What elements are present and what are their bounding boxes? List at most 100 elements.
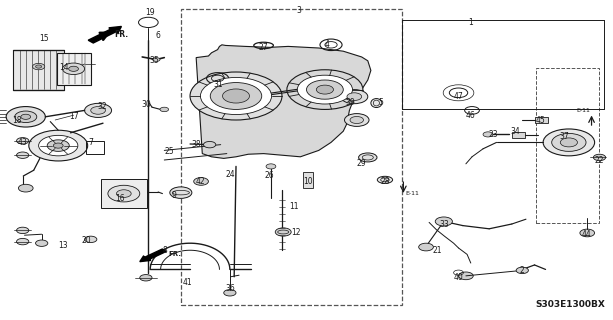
Circle shape — [36, 240, 48, 246]
Bar — [303, 172, 313, 188]
Circle shape — [108, 185, 140, 202]
Text: 31: 31 — [213, 80, 223, 89]
Text: 35: 35 — [150, 56, 159, 65]
Bar — [13, 50, 64, 90]
Text: 17: 17 — [69, 112, 78, 121]
Text: 26: 26 — [265, 171, 275, 180]
Text: 38: 38 — [191, 140, 201, 149]
Circle shape — [85, 236, 97, 243]
Circle shape — [39, 135, 78, 156]
Bar — [512, 132, 525, 138]
Circle shape — [29, 130, 88, 161]
Text: 9: 9 — [171, 191, 176, 200]
FancyArrow shape — [140, 249, 166, 262]
Text: 25: 25 — [164, 147, 174, 156]
Circle shape — [63, 63, 85, 75]
Circle shape — [194, 178, 208, 185]
Circle shape — [153, 58, 160, 61]
Text: FR.: FR. — [114, 30, 129, 39]
Text: 45: 45 — [536, 116, 546, 124]
Circle shape — [91, 107, 105, 114]
Text: 43: 43 — [18, 138, 28, 147]
Text: 29: 29 — [356, 159, 366, 168]
Text: 32: 32 — [97, 102, 107, 111]
Text: 14: 14 — [59, 63, 69, 72]
Circle shape — [47, 140, 69, 151]
Text: S303E1300BX: S303E1300BX — [536, 300, 606, 309]
Circle shape — [204, 141, 216, 148]
Circle shape — [593, 154, 606, 161]
Text: 18: 18 — [12, 116, 22, 124]
Circle shape — [21, 114, 31, 119]
Text: 41: 41 — [182, 278, 192, 287]
Bar — [535, 117, 548, 123]
Circle shape — [15, 111, 37, 123]
Text: 1: 1 — [468, 18, 473, 27]
Text: 13: 13 — [58, 241, 68, 250]
Circle shape — [18, 184, 33, 192]
FancyArrow shape — [88, 27, 121, 43]
Bar — [181, 9, 402, 305]
Circle shape — [17, 227, 29, 234]
Text: E-11: E-11 — [405, 191, 419, 196]
Text: 28: 28 — [381, 177, 390, 186]
Polygon shape — [196, 45, 371, 158]
Text: 4: 4 — [325, 40, 330, 49]
Bar — [57, 53, 91, 85]
Text: 24: 24 — [226, 170, 235, 179]
Circle shape — [543, 129, 595, 156]
Text: 39: 39 — [346, 98, 356, 107]
Circle shape — [341, 90, 368, 104]
Circle shape — [459, 272, 473, 280]
Circle shape — [316, 85, 333, 94]
Text: 2: 2 — [519, 266, 524, 275]
Text: 27: 27 — [258, 43, 268, 52]
Text: 10: 10 — [303, 177, 313, 186]
Text: 36: 36 — [225, 284, 235, 293]
Circle shape — [224, 290, 236, 296]
Circle shape — [17, 238, 29, 245]
Text: FR.: FR. — [168, 252, 181, 257]
Text: 6: 6 — [156, 31, 161, 40]
Bar — [86, 141, 104, 154]
Text: 19: 19 — [145, 8, 154, 17]
Circle shape — [170, 187, 192, 198]
Circle shape — [560, 138, 577, 147]
Circle shape — [347, 93, 362, 100]
Text: 46: 46 — [466, 111, 476, 120]
Circle shape — [435, 217, 452, 226]
Circle shape — [306, 80, 343, 99]
Text: 22: 22 — [595, 156, 604, 165]
Circle shape — [140, 275, 152, 281]
Circle shape — [345, 114, 369, 126]
Circle shape — [32, 63, 45, 70]
Circle shape — [17, 152, 29, 158]
Text: 47: 47 — [454, 92, 463, 100]
Text: 8: 8 — [162, 246, 167, 255]
Circle shape — [6, 107, 45, 127]
Text: 40: 40 — [454, 273, 463, 282]
Circle shape — [483, 132, 493, 137]
Circle shape — [580, 229, 595, 237]
Text: 12: 12 — [291, 228, 300, 237]
Circle shape — [210, 83, 262, 109]
Ellipse shape — [371, 99, 382, 108]
Bar — [536, 68, 599, 223]
Circle shape — [297, 75, 352, 104]
Circle shape — [85, 103, 112, 117]
Text: 20: 20 — [82, 236, 91, 245]
Circle shape — [552, 133, 586, 151]
Ellipse shape — [377, 176, 392, 183]
Circle shape — [266, 164, 276, 169]
Text: 5: 5 — [378, 98, 383, 107]
Ellipse shape — [359, 153, 377, 162]
Circle shape — [200, 77, 272, 115]
Text: 23: 23 — [488, 130, 498, 139]
Circle shape — [419, 243, 433, 251]
Circle shape — [53, 143, 63, 148]
Circle shape — [350, 116, 364, 124]
Circle shape — [36, 65, 42, 68]
Text: 7: 7 — [88, 138, 93, 147]
Text: 21: 21 — [433, 246, 443, 255]
Text: E-11: E-11 — [577, 108, 590, 113]
